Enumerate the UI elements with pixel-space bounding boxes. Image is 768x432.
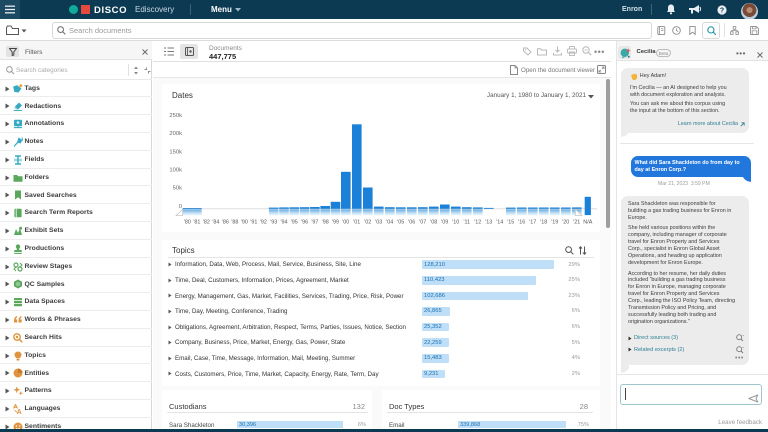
svg-text:'98: '98	[322, 220, 329, 226]
svg-text:'18: '18	[540, 220, 547, 226]
svg-text:'03: '03	[375, 220, 382, 226]
svg-text:'11: '11	[463, 220, 470, 226]
svg-text:”: ”	[743, 334, 745, 339]
svg-text:?: ?	[720, 7, 724, 14]
svg-text:'95: '95	[291, 220, 298, 226]
svg-text:'05: '05	[397, 220, 404, 226]
svg-text:250k: 250k	[169, 113, 182, 119]
svg-text:A: A	[17, 409, 22, 414]
svg-text:'19: '19	[551, 220, 558, 226]
svg-text:'20: '20	[562, 220, 569, 226]
svg-text:'86: '86	[222, 220, 229, 226]
svg-text:100k: 100k	[169, 168, 182, 174]
svg-text:50k: 50k	[173, 186, 182, 192]
svg-text:200k: 200k	[169, 131, 182, 137]
svg-text:'06: '06	[408, 220, 415, 226]
svg-text:'99: '99	[332, 220, 339, 226]
svg-text:'84: '84	[212, 220, 219, 226]
svg-text:”: ”	[743, 346, 745, 351]
svg-text:'09: '09	[441, 220, 448, 226]
svg-text:'13: '13	[485, 220, 492, 226]
svg-text:'81: '81	[193, 220, 200, 226]
svg-text:'92: '92	[260, 220, 267, 226]
svg-text:'80: '80	[184, 220, 191, 226]
svg-text:'16: '16	[518, 220, 525, 226]
svg-text:'07: '07	[419, 220, 426, 226]
svg-text:'88: '88	[231, 220, 238, 226]
svg-text:N/A: N/A	[583, 220, 592, 226]
svg-text:'04: '04	[386, 220, 393, 226]
svg-text:'93: '93	[270, 220, 277, 226]
svg-text:'08: '08	[430, 220, 437, 226]
svg-text:'82: '82	[203, 220, 210, 226]
svg-text:'01: '01	[353, 220, 360, 226]
svg-text:'12: '12	[474, 220, 481, 226]
svg-text:'94: '94	[280, 220, 287, 226]
svg-text:'96: '96	[301, 220, 308, 226]
svg-text:0: 0	[179, 204, 182, 210]
svg-text:'02: '02	[364, 220, 371, 226]
svg-text:'91: '91	[250, 220, 257, 226]
svg-text:'90: '90	[241, 220, 248, 226]
svg-text:'10: '10	[452, 220, 459, 226]
svg-text:'14: '14	[496, 220, 503, 226]
svg-text:150k: 150k	[169, 149, 182, 155]
svg-text:'21: '21	[573, 220, 580, 226]
svg-text:'97: '97	[311, 220, 318, 226]
svg-text:'17: '17	[529, 220, 536, 226]
svg-text:'15: '15	[507, 220, 514, 226]
svg-text:'00: '00	[342, 220, 349, 226]
